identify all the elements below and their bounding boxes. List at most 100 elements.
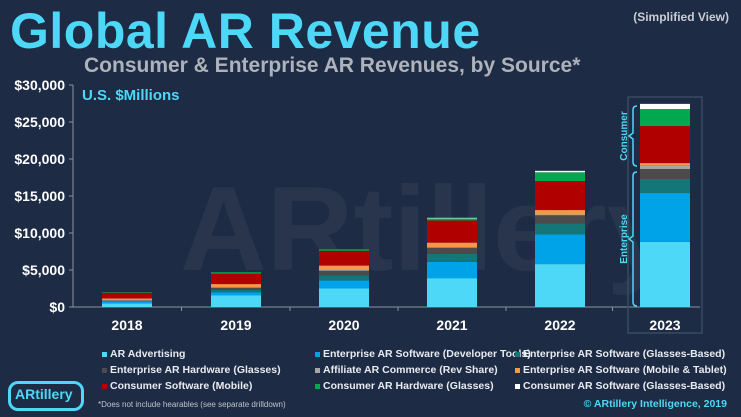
legend-swatch (315, 351, 320, 357)
x-tick-label: 2023 (649, 317, 680, 333)
legend-swatch (515, 351, 520, 357)
footnote: *Does not include hearables (see separat… (98, 400, 286, 409)
y-tick-label: $0 (49, 299, 65, 315)
legend-item: Consumer Software (Mobile) (102, 380, 252, 392)
bar-segment (535, 172, 585, 182)
bar-segment (535, 234, 585, 265)
legend-label: Consumer AR Software (Glasses-Based) (523, 380, 726, 392)
legend-label: AR Advertising (110, 348, 186, 360)
legend-label: Enterprise AR Hardware (Glasses) (110, 364, 281, 376)
bar-segment (535, 264, 585, 307)
bar-segment (640, 163, 690, 166)
legend-swatch (315, 367, 320, 373)
x-tick-label: 2022 (544, 317, 575, 333)
bar-segment (427, 261, 477, 279)
bar-segment (640, 178, 690, 194)
bar-segment (427, 278, 477, 307)
legend-item: Consumer AR Software (Glasses-Based) (515, 380, 725, 392)
legend-label: Enterprise AR Software (Glasses-Based) (523, 348, 726, 360)
bar-segment (102, 303, 152, 307)
watermark: ARtillery (180, 162, 674, 296)
legend-label: Affiliate AR Commerce (Rev Share) (323, 364, 498, 376)
y-tick-label: $25,000 (14, 114, 65, 130)
x-tick-label: 2021 (436, 317, 467, 333)
group-label: Consumer (619, 111, 630, 161)
legend-item: Consumer AR Hardware (Glasses) (315, 380, 494, 392)
legend-label: Enterprise AR Software (Developer Tools) (323, 348, 531, 360)
bar-segment (319, 270, 369, 271)
y-tick-label: $5,000 (22, 262, 65, 278)
bar-segment (102, 301, 152, 304)
legend-item: Enterprise AR Software (Developer Tools) (315, 348, 531, 360)
bar-segment (427, 217, 477, 219)
page-title: Global AR Revenue (10, 3, 481, 59)
bar-segment (102, 298, 152, 300)
logo-text: ARtillery (15, 386, 73, 402)
bar-segment (211, 272, 261, 274)
bar-segment (319, 249, 369, 251)
bar-segment (640, 241, 690, 307)
bar-segment (640, 193, 690, 242)
bar-segment (211, 273, 261, 285)
highlight-box (627, 96, 703, 334)
bar-segment (319, 250, 369, 266)
legend-swatch (515, 383, 520, 389)
bar-segment (211, 292, 261, 296)
legend-swatch (102, 367, 107, 373)
bar-segment (211, 287, 261, 290)
copyright: © ARtillery Intelligence, 2019 (583, 398, 727, 410)
legend-swatch (102, 383, 107, 389)
legend-label: Consumer AR Hardware (Glasses) (323, 380, 494, 392)
bar-segment (427, 242, 477, 248)
bar-segment (427, 218, 477, 221)
bar-segment (319, 288, 369, 307)
legend-swatch (515, 367, 520, 373)
group-label: Enterprise (619, 214, 630, 264)
bar-segment (319, 270, 369, 276)
view-note: (Simplified View) (633, 10, 729, 24)
legend-label: Consumer Software (Mobile) (110, 380, 253, 392)
legend-item: Affiliate AR Commerce (Rev Share) (315, 364, 498, 376)
bar-segment (535, 214, 585, 216)
bar-segment (211, 295, 261, 307)
legend-item: Enterprise AR Software (Glasses-Based) (515, 348, 725, 360)
bar-segment (535, 181, 585, 211)
bar-segment (427, 220, 477, 243)
bar-segment (535, 215, 585, 224)
bar-segment (427, 247, 477, 254)
bar-segment (319, 280, 369, 289)
chart-title: Consumer & Enterprise AR Revenues, by So… (84, 54, 581, 77)
bar-segment (535, 223, 585, 235)
bar-segment (211, 289, 261, 293)
legend-label: Enterprise AR Software (Mobile & Tablet) (523, 364, 727, 376)
x-tick-label: 2018 (111, 317, 142, 333)
y-tick-label: $10,000 (14, 225, 65, 241)
y-tick-label: $20,000 (14, 151, 65, 167)
bar-segment (319, 275, 369, 281)
legend-swatch (315, 383, 320, 389)
bar-segment (319, 265, 369, 270)
bar-segment (535, 170, 585, 173)
bar-segment (102, 292, 152, 293)
bar-segment (640, 165, 690, 169)
legend-swatch (102, 351, 107, 357)
legend-item: Enterprise AR Software (Mobile & Tablet) (515, 364, 727, 376)
group-bracket (627, 171, 638, 307)
bar-segment (102, 300, 152, 302)
x-tick-label: 2019 (220, 317, 251, 333)
group-bracket (627, 105, 638, 167)
legend-item: AR Advertising (102, 348, 185, 360)
bar-segment (640, 109, 690, 127)
legend-item: Enterprise AR Hardware (Glasses) (102, 364, 281, 376)
bar-segment (640, 168, 690, 179)
y-axis-label: U.S. $Millions (82, 87, 180, 104)
bar-segment (102, 292, 152, 299)
artillery-logo: ARtillery (8, 381, 84, 411)
bar-segment (427, 253, 477, 262)
bar-segment (211, 284, 261, 288)
y-tick-label: $15,000 (14, 188, 65, 204)
x-tick-label: 2020 (328, 317, 359, 333)
bar-segment (640, 126, 690, 164)
